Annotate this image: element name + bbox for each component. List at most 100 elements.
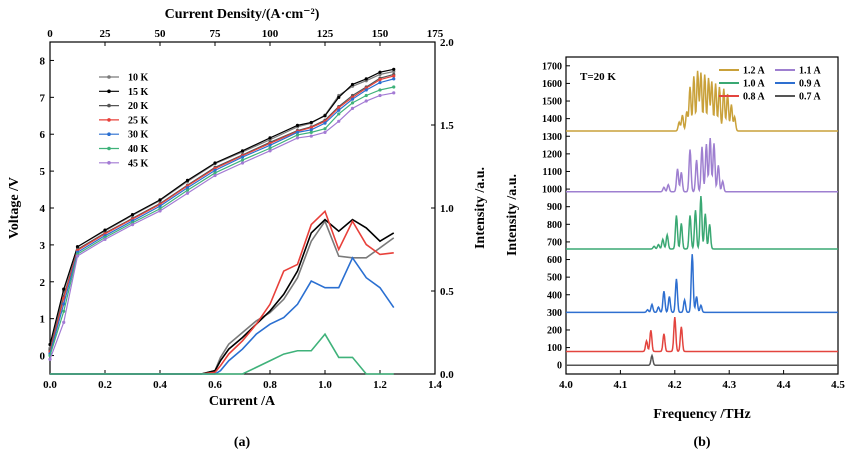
chart-a-ytick-right-label: 0.5 [440,286,454,298]
chart-a-iv-point [62,287,66,291]
chart-a-iv-point [240,161,245,165]
chart-a-iv-point [350,97,355,101]
chart-a-legend: 10 K 15 K 20 K 25 K 30 K 40 K 45 K [99,73,149,169]
chart-a-iv-point [378,72,382,77]
chart-a-intensity-line-40K [50,332,394,375]
chart-a-iv-point [350,106,355,110]
chart-b-legend-label: 1.0 A [743,79,765,90]
chart-b-ytick-label: 1500 [542,97,562,108]
chart-a-legend-label: 20 K [128,101,149,112]
chart-a-iv-line-10K [49,70,394,349]
chart-a-iv-point [75,245,80,249]
chart-b-spectra [566,70,838,366]
chart-a-iv-point [213,171,217,175]
chart-a-xtick-top-label: 25 [100,28,112,40]
chart-b-spectrum-0.7A [566,353,838,366]
chart-a-iv-point [337,112,341,116]
chart-a-ytick-right-label: 1.5 [440,120,454,132]
chart-a-iv-point [62,302,66,306]
chart-a-iv-point [378,78,382,82]
chart-a-iv-point [323,130,327,134]
chart-b-xtick-label: 4.3 [722,379,736,391]
chart-a-iv-point [364,77,368,81]
chart-a-iv-point [378,88,382,92]
chart-a-xtick-top-label: 100 [262,28,279,40]
chart-a-iv-point [350,82,355,87]
chart-a-iv-line-45K [49,92,394,360]
chart-a-iv-point [323,121,327,125]
chart-a-iv-curves [48,67,396,361]
chart-b-ytick-label: 600 [547,255,562,266]
chart-a-iv-point [323,127,327,131]
chart-a-iv-point [309,120,313,125]
chart-a-xlabel-top: Current Density/(A·cm⁻²) [165,7,320,22]
chart-a-legend-label: 25 K [128,115,149,126]
chart-a-xtick-top-label: 0 [47,28,53,40]
chart-a-ytick-label: 4 [40,203,46,215]
chart-a-legend-label: 15 K [128,87,149,98]
chart-a-legend-marker [107,89,111,94]
chart-b-ytick-label: 1600 [542,79,562,90]
chart-a-iv-point [337,119,341,123]
chart-a-legend-marker [107,118,111,122]
chart-b-ytick-label: 0 [557,361,562,372]
chart-a-xtick-label: 0.6 [208,379,222,391]
chart-a-iv-point [392,69,396,74]
chart-a-ticks: 0.0 0.2 0.4 0.6 0.8 1.0 1.2 1.4 0 1 2 3 4 5 6 7 8 0.0 0.5 1… [40,28,455,391]
chart-a-ytick-label: 6 [40,129,46,141]
chart-a-xtick-top-label: 50 [155,28,167,40]
chart-a-legend-label: 45 K [128,158,149,169]
chart-b-xtick-label: 4.5 [831,379,845,391]
chart-a-iv-point [185,191,190,195]
chart-b-legend-label: 0.7 A [799,92,821,103]
chart-a-iv-point [295,130,300,134]
chart-a-iv-point [268,136,272,140]
chart-a-iv-point [350,101,355,105]
chart-a-ytick-label: 1 [40,314,46,326]
chart-a-iv-point [392,91,396,95]
chart-a-iv-point [48,357,52,361]
chart-a-iv-point [337,106,341,110]
chart-a-iv-point [268,146,272,150]
chart-b-ytick-label: 700 [547,237,562,248]
chart-a-xtick-label: 1.4 [428,379,442,391]
chart-a-ytick-label: 2 [40,277,46,289]
chart-a-iv-point [185,178,190,182]
chart-a-xtick-top-label: 75 [210,28,222,40]
chart-a-iv-point [392,85,396,89]
chart-a-ytick-label: 7 [40,92,46,104]
chart-a-iv-point [323,114,327,118]
chart-b: 4.0 4.1 4.2 4.3 4.4 4.5 0 100 200 300 400 500 600 700… [505,56,845,450]
chart-b-ytick-label: 1000 [542,185,562,196]
chart-b-ytick-label: 1300 [542,132,562,143]
chart-a-xtick-label: 1.2 [373,379,387,391]
chart-b-ytick-label: 500 [547,273,562,284]
chart-a-iv-point [295,123,300,127]
chart-b-frame [565,56,839,375]
chart-a-iv-point [309,130,313,134]
chart-a-iv-line-25K [49,75,394,353]
chart-b-ytick-label: 300 [547,308,562,319]
chart-a-iv-point [240,155,245,159]
chart-a-xtick-top-label: 125 [317,28,334,40]
chart-b-ytick-label: 200 [547,325,562,336]
chart-a-intensity-curves [50,209,395,375]
chart-a-iv-point [392,77,396,81]
chart-a-ytick-label: 3 [40,240,46,252]
chart-a-iv-point [364,99,368,103]
chart-a-legend-marker [107,103,111,108]
chart-a-iv-line-30K [49,78,394,354]
chart-b-ytick-label: 900 [547,202,562,213]
chart-a-ytick-right-label: 0.0 [440,369,454,381]
chart-a-iv-point [62,309,66,313]
chart-b-ticks: 4.0 4.1 4.2 4.3 4.4 4.5 0 100 200 300 400 500 600 700… [542,61,845,391]
chart-a-legend-marker [107,161,111,165]
chart-b-ytick-label: 1700 [542,61,562,72]
chart-b-ytick-label: 1400 [542,114,562,125]
chart-a-iv-point [240,158,245,162]
chart-a-iv-point [364,88,368,92]
chart-b-ytick-label: 800 [547,220,562,231]
chart-a-intensity-line-30K [50,256,395,375]
chart-a-iv-point [378,93,382,98]
